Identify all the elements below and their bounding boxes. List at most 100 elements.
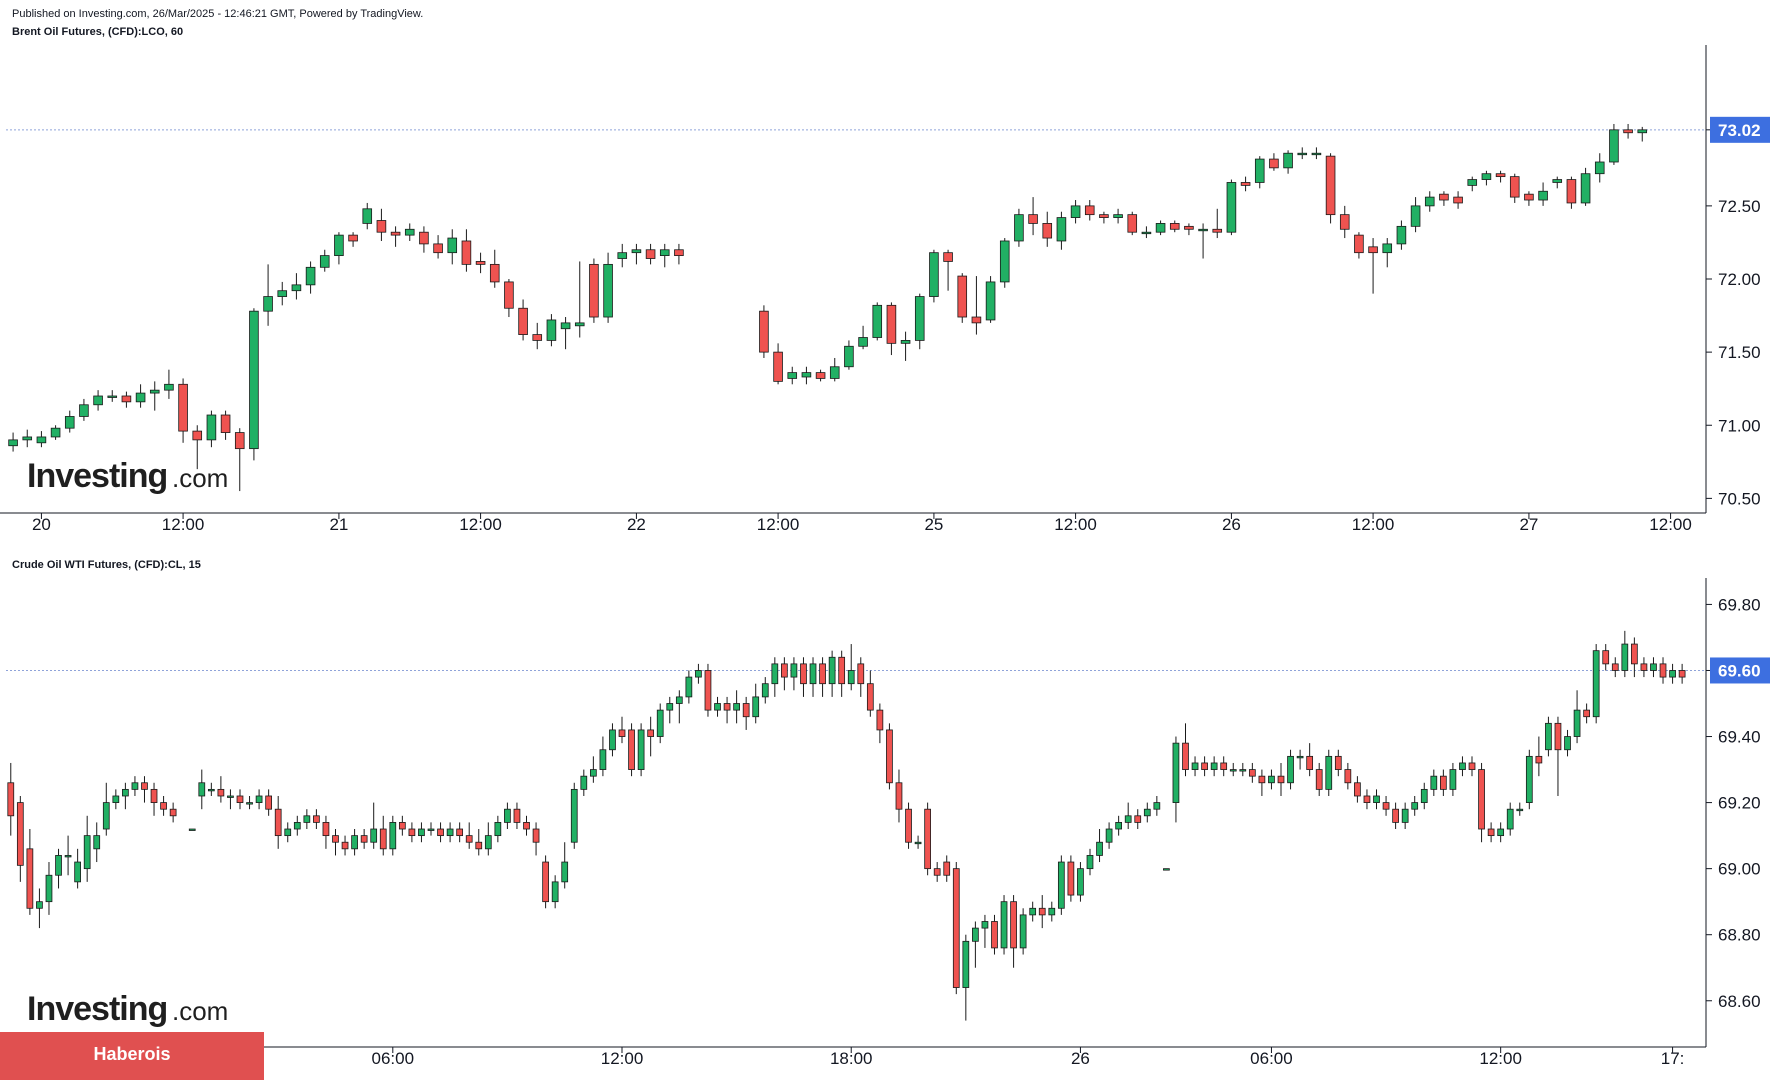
candle-body-up (446, 828, 454, 837)
candle-body-down (1099, 214, 1109, 218)
y-tick-label: 70.50 (1718, 489, 1761, 508)
candle (1420, 782, 1428, 810)
candle (819, 657, 826, 697)
candle (291, 273, 302, 300)
candle (1325, 153, 1336, 224)
candle (274, 795, 282, 849)
candle-body-up (246, 802, 253, 805)
candle (985, 276, 996, 323)
candle-body-up (1070, 205, 1081, 218)
wti-investing-logo: Investing .com (27, 990, 228, 1028)
candle-body-up (389, 822, 397, 850)
candle (36, 431, 47, 448)
candle-body-up (685, 676, 693, 698)
candle (790, 657, 798, 691)
x-tick-label: 26 (1222, 515, 1241, 534)
candle (64, 410, 75, 433)
candle (1583, 703, 1590, 724)
candle (1182, 723, 1189, 777)
candle-body-down (1184, 225, 1194, 230)
candle-body-down (518, 307, 528, 335)
candle (659, 243, 670, 268)
candle (334, 232, 344, 265)
candle-body-up (609, 729, 616, 751)
candle-body-up (675, 696, 683, 704)
y-tick-label: 69.40 (1718, 728, 1761, 747)
candle (991, 914, 998, 955)
candle (589, 756, 597, 783)
candle-body-up (303, 815, 311, 823)
candle-body-down (456, 828, 464, 837)
candle-body-down (924, 808, 931, 870)
candle-body-down (341, 841, 349, 850)
candle (188, 828, 196, 831)
candle (1623, 123, 1633, 139)
candle-body-up (1229, 769, 1237, 772)
candle-body-up (1609, 129, 1619, 163)
candle-body-up (1153, 802, 1161, 810)
candle (866, 670, 874, 717)
candle-body-up (1669, 670, 1676, 678)
candle (685, 670, 693, 704)
candle (972, 921, 979, 968)
candle (362, 202, 373, 230)
candle-body-up (1254, 158, 1265, 183)
x-tick-label: 12:00 (1352, 515, 1395, 534)
candle (1354, 776, 1361, 803)
candle (1070, 200, 1081, 224)
candle-body-down (723, 703, 731, 711)
candle-body-up (1172, 742, 1180, 803)
candle-body-up (64, 855, 72, 858)
candle (379, 815, 387, 856)
candle-body-down (1602, 650, 1610, 665)
candle-body-down (121, 395, 132, 403)
candle-body-down (742, 703, 750, 718)
candle (1566, 176, 1577, 209)
candle (800, 657, 807, 697)
candle (1019, 908, 1027, 955)
candle (1143, 802, 1151, 823)
candle (351, 829, 358, 856)
candle-body-down (1269, 158, 1279, 169)
candle-body-up (844, 345, 854, 368)
candle (589, 258, 599, 323)
candle-body-down (759, 310, 769, 353)
candle-body-up (1311, 152, 1322, 156)
candle-body-up (484, 835, 492, 850)
candle-body-up (1401, 808, 1409, 823)
candle-body-down (217, 788, 225, 797)
candle (220, 410, 231, 440)
candle (1396, 220, 1407, 250)
candle (1268, 769, 1275, 790)
candle-body-up (801, 372, 812, 378)
candle-body-up (1226, 182, 1237, 233)
candle (773, 343, 783, 385)
candle-body-down (800, 663, 807, 685)
candle-body-down (1067, 861, 1075, 896)
candle-body-down (513, 808, 521, 823)
candle-body-up (1506, 808, 1514, 830)
candle-body-up (79, 404, 89, 417)
candle (263, 264, 273, 326)
candle-body-down (886, 304, 897, 344)
candle (427, 822, 435, 836)
candle-body-up (1048, 907, 1056, 916)
candle (1495, 170, 1506, 183)
brent-axes: 73.02 72.50 72.00 71.50 71.00 70.50 20 12:00 21 1… (0, 45, 1770, 534)
candle-body-up (122, 788, 129, 797)
wti-chart-title: Crude Oil WTI Futures, (CFD):CL, 15 (12, 559, 201, 571)
x-tick-label: 12:00 (162, 515, 205, 534)
candle (1430, 769, 1438, 796)
candle (1535, 736, 1543, 777)
candle-body-down (504, 281, 514, 309)
candle-body-up (972, 927, 979, 942)
candle (618, 716, 626, 744)
candle (1506, 802, 1514, 836)
candle-body-down (704, 670, 712, 711)
candle (1127, 211, 1138, 236)
candle (752, 683, 760, 724)
candle (1029, 901, 1037, 922)
candle-body-down (819, 663, 826, 685)
candle-body-up (1573, 709, 1581, 737)
candle (1453, 191, 1463, 209)
